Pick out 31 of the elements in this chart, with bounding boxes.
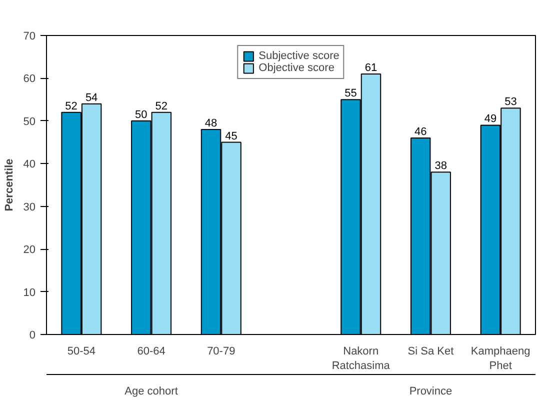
x-tick-label: Si Sa Ket [408,346,454,358]
y-tick-label: 40 [23,158,36,171]
x-tick-label: 50-54 [67,346,96,358]
data-label: 54 [85,92,98,104]
legend-label: Subjective score [258,50,340,62]
y-tick-label: 30 [23,201,36,214]
x-tick-label: Nakorn Ratchasima [332,346,391,372]
data-label: 50 [135,108,148,121]
legend-label: Objective score [258,62,334,74]
data-label: 52 [155,100,168,112]
y-tick-label: 60 [23,73,36,86]
data-label: 45 [225,130,238,142]
data-label: 52 [65,100,78,112]
data-label: 48 [204,117,218,130]
y-tick-label: 0 [29,330,36,342]
data-label: 53 [504,96,517,108]
data-label: 49 [484,113,497,126]
y-tick-label: 20 [23,244,36,256]
x-tick-label: Kamphaeng Phet [470,346,530,372]
data-label: 46 [414,126,427,138]
data-label: 61 [364,62,378,74]
y-axis-title: Percentile [3,158,16,212]
data-label: 55 [344,88,357,100]
text: Age cohort [124,386,178,398]
y-tick-label: 70 [23,30,36,42]
y-tick-label: 10 [23,286,36,299]
x-tick-label: 70-79 [207,346,236,358]
text: Province [409,386,452,398]
x-tick-label: 60-64 [137,346,166,358]
y-tick-label: 50 [23,116,36,128]
data-label: 38 [434,160,447,172]
